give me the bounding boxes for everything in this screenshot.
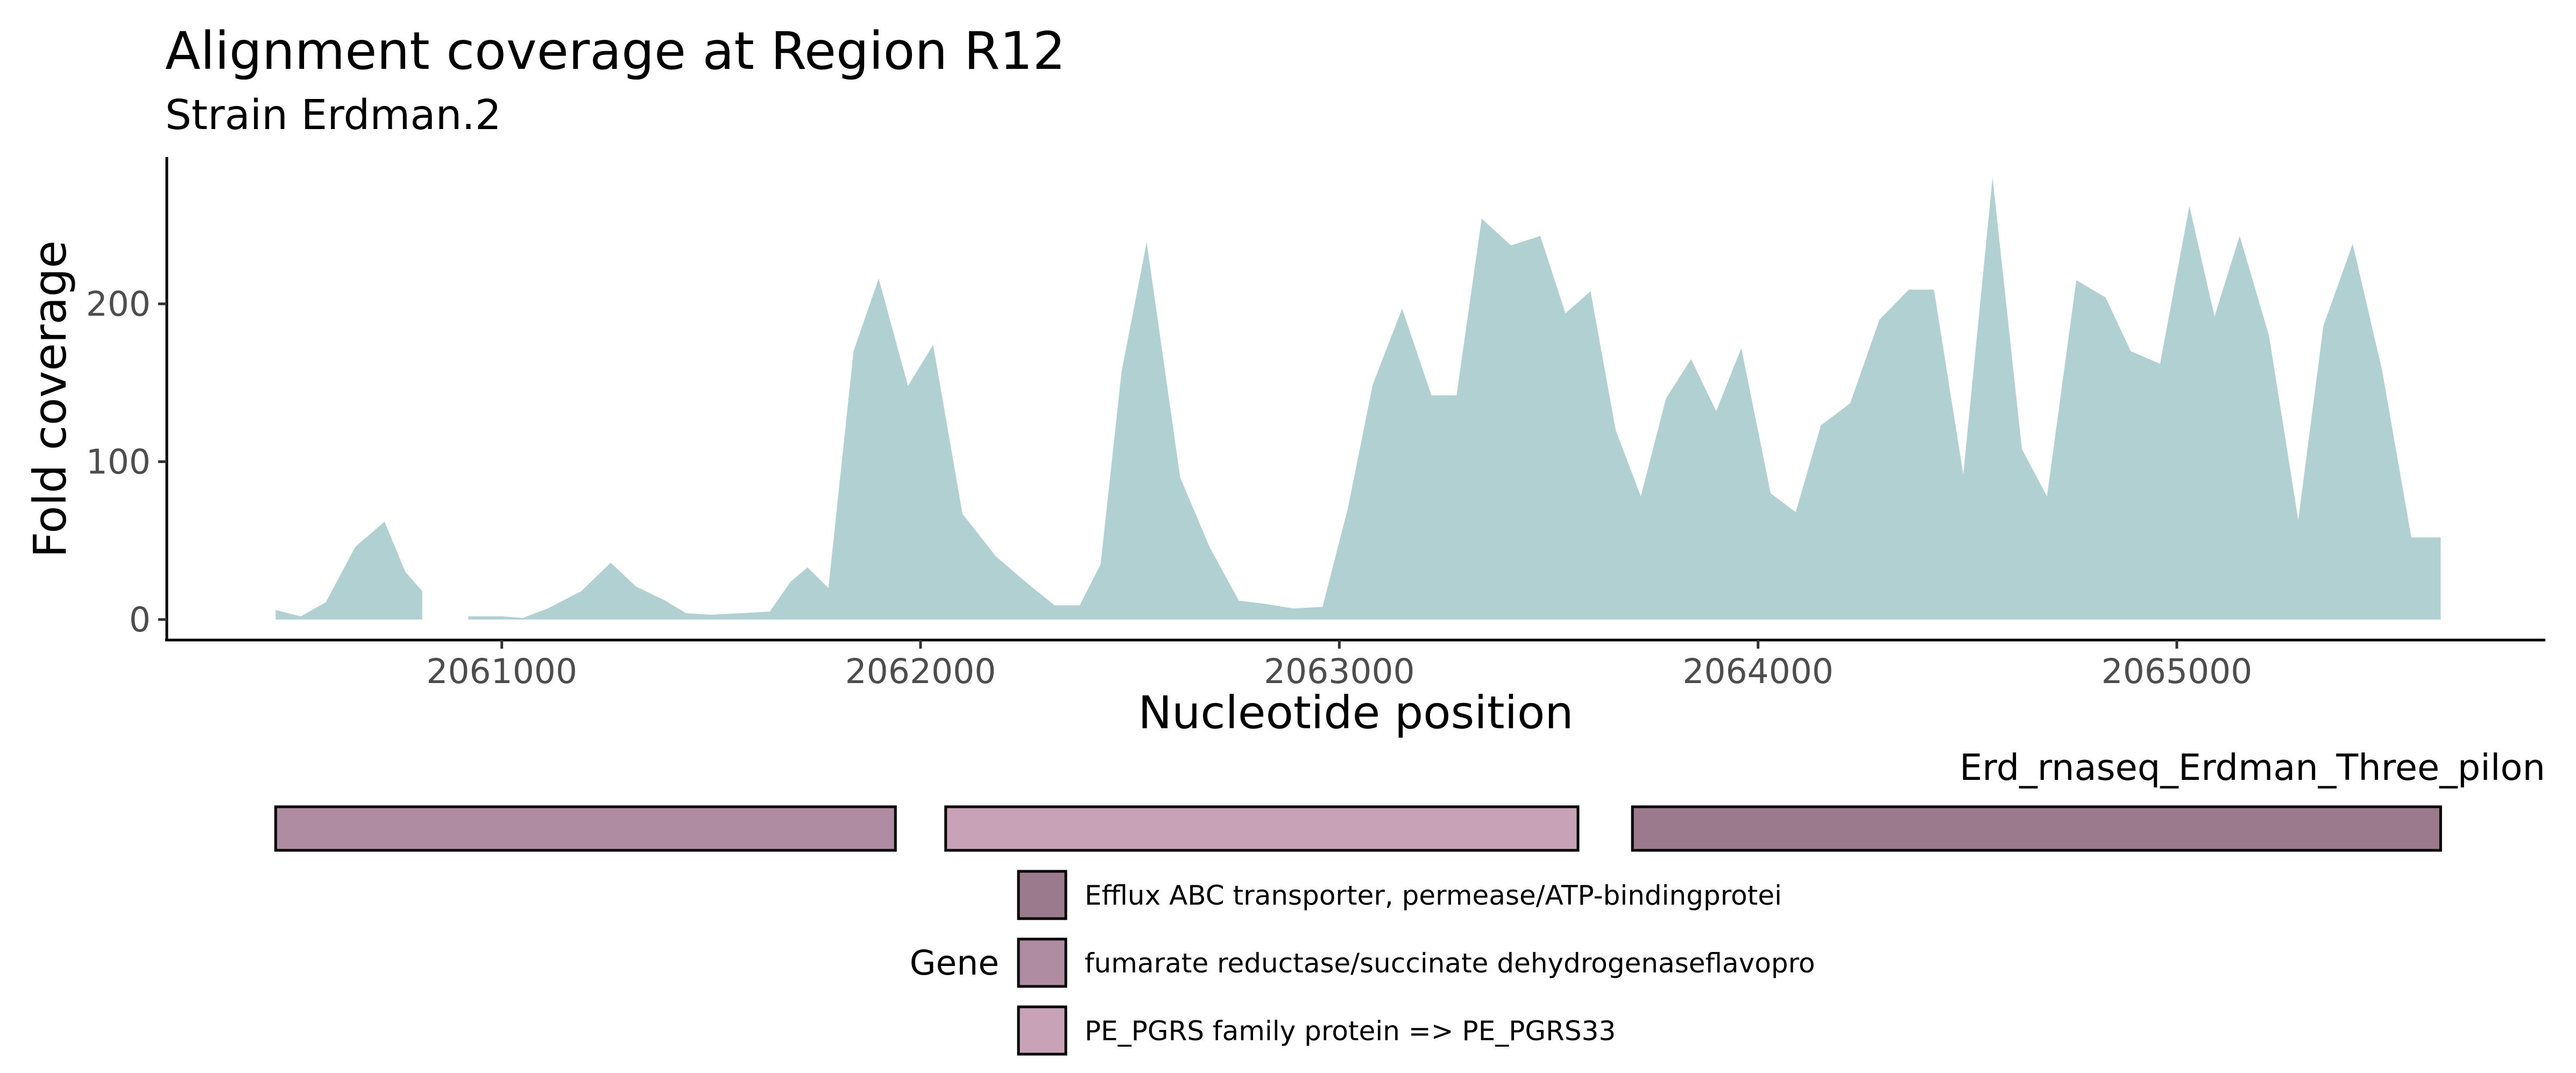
legend-swatch	[1017, 870, 1067, 920]
x-tick-label: 2064000	[1682, 652, 1834, 691]
coverage-area-segment-1	[275, 521, 422, 620]
gene-track-label: Erd_rnaseq_Erdman_Three_pilon	[1959, 747, 2545, 788]
x-tick-label: 2062000	[845, 652, 996, 691]
chart-title: Alignment coverage at Region R12	[165, 21, 1066, 81]
x-axis-ticks: 2061000 2062000 2063000 2064000 2065000	[426, 640, 2252, 691]
x-tick-label: 2065000	[2101, 652, 2253, 691]
chart-subtitle: Strain Erdman.2	[165, 91, 501, 139]
legend-label: fumarate reductase/succinate dehydrogena…	[1085, 948, 1815, 979]
legend-swatch	[1017, 937, 1067, 988]
gene-bar-3	[1631, 805, 2442, 852]
y-axis-ticks: 0 100 200	[86, 285, 167, 639]
legend-title: Gene	[910, 943, 999, 983]
y-tick-label: 100	[86, 442, 151, 481]
legend-swatch	[1017, 1005, 1067, 1056]
gene-track	[274, 805, 2442, 852]
y-tick-label: 0	[129, 600, 151, 639]
legend-label: PE_PGRS family protein => PE_PGRS33	[1085, 1015, 1616, 1047]
legend: Efflux ABC transporter, permease/ATP-bin…	[1017, 870, 1815, 1056]
coverage-area-segment-4	[1347, 177, 2441, 620]
coverage-area-segment-2	[468, 351, 854, 620]
x-tick-label: 2063000	[1264, 652, 1415, 691]
coverage-area-group	[275, 177, 2441, 620]
y-tick-label: 200	[86, 285, 151, 324]
coverage-area-segment-3	[853, 242, 1348, 620]
y-axis-title: Fold coverage	[24, 240, 76, 558]
legend-label: Efflux ABC transporter, permease/ATP-bin…	[1085, 880, 1782, 911]
gene-bar-2	[944, 805, 1580, 852]
x-axis-title: Nucleotide position	[1138, 686, 1573, 739]
x-tick-label: 2061000	[426, 652, 577, 691]
gene-bar-1	[274, 805, 897, 852]
